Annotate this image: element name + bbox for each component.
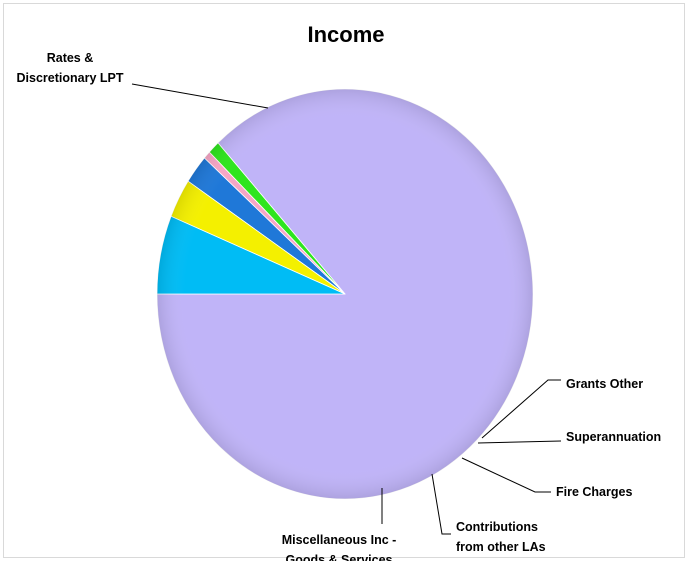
leader-line-2 <box>477 440 562 444</box>
slice-label-line: from other LAs <box>456 540 546 554</box>
chart-title: Income <box>307 22 384 47</box>
slice-label-line: Grants Other <box>566 377 643 391</box>
slice-label-3: Fire Charges <box>556 485 632 499</box>
slice-label-line: Rates & <box>47 51 94 65</box>
leader-line-0 <box>131 83 269 109</box>
leader-line-4 <box>431 473 451 535</box>
slice-label-line: Superannuation <box>566 430 661 444</box>
slice-label-1: Grants Other <box>566 377 643 391</box>
slice-label-line: Discretionary LPT <box>17 71 124 85</box>
slice-label-line: Fire Charges <box>556 485 632 499</box>
slice-label-line: Contributions <box>456 520 538 534</box>
slice-label-line: Miscellaneous Inc - <box>282 533 397 547</box>
slice-label-0: Rates & Discretionary LPT <box>17 51 124 85</box>
slice-label-line: Goods & Services <box>286 553 393 561</box>
leader-line-3 <box>461 457 551 493</box>
leader-line-1 <box>481 379 561 439</box>
slice-label-4: Contributions from other LAs <box>456 520 546 554</box>
slice-label-2: Superannuation <box>566 430 661 444</box>
